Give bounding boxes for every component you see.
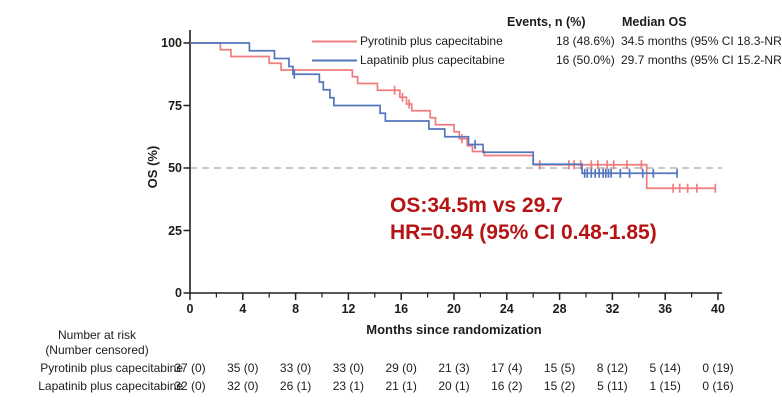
x-tick-label: 0 [186,302,194,316]
km-curve-pyrotinib [190,42,716,190]
risk-count: 35 (0) [227,361,259,375]
risk-count: 15 (5) [543,361,576,375]
y-tick-label: 100 [161,36,182,50]
risk-count: 26 (1) [279,379,312,393]
y-tick-label: 50 [168,161,182,175]
risk-table-subtitle: (Number censored) [45,343,149,357]
x-tick-label: 8 [292,302,300,316]
x-tick-label: 40 [711,302,725,316]
x-tick-label: 16 [394,302,409,316]
legend-series-lapatinib-median: 29.7 months (95% CI 15.2-NR) [621,53,782,67]
y-tick-label: 0 [175,286,182,300]
risk-row-label-pyrotinib: Pyrotinib plus capecitabine [40,361,183,375]
x-axis-title: Months since randomization [366,322,542,337]
x-tick-label: 20 [447,302,461,316]
x-tick-label: 24 [499,302,514,316]
risk-row-label-lapatinib: Lapatinib plus capecitabine [38,379,183,393]
risk-count: 20 (1) [438,379,470,393]
x-tick-label: 36 [658,302,673,316]
legend-series-lapatinib-events: 16 (50.0%) [556,53,615,67]
x-tick-label: 4 [239,302,247,316]
legend-series-lapatinib-label: Lapatinib plus capecitabine [360,53,505,67]
risk-count: 21 (1) [385,379,417,393]
annotation-os-line: OS:34.5m vs 29.7 [390,194,563,217]
x-tick-label: 28 [552,302,567,316]
legend-series-pyrotinib-label: Pyrotinib plus capecitabine [360,34,503,48]
risk-count: 17 (4) [491,361,523,375]
risk-count: 0 (16) [702,379,734,393]
y-tick-label: 75 [168,98,182,113]
risk-count: 8 (12) [596,361,629,375]
km-curve-lapatinib [190,42,678,175]
risk-count: 32 (0) [227,379,259,393]
risk-count: 5 (11) [597,379,628,393]
risk-count: 29 (0) [385,361,417,375]
x-tick-label: 12 [341,302,356,316]
risk-count: 37 (0) [174,361,206,375]
legend-header-events: Events, n (%) [507,15,586,29]
os-hr-annotation: OS:34.5m vs 29.7 HR=0.94 (95% CI 0.48-1.… [390,192,657,246]
risk-count: 32 (0) [174,379,206,393]
risk-count: 33 (0) [332,361,365,375]
risk-count: 0 (19) [702,361,734,375]
risk-count: 5 (14) [649,361,681,375]
risk-count: 21 (3) [438,361,470,375]
legend-series-pyrotinib-median: 34.5 months (95% CI 18.3-NR) [621,34,782,48]
x-tick-label: 32 [605,302,620,316]
risk-count: 1 (15) [649,379,681,393]
risk-table-title: Number at risk [57,328,137,342]
risk-count: 15 (2) [543,379,576,393]
legend-header-median: Median OS [622,15,687,29]
risk-count: 33 (0) [279,361,312,375]
legend-series-pyrotinib-events: 18 (48.6%) [556,34,615,48]
risk-count: 23 (1) [332,379,365,393]
annotation-hr-line: HR=0.94 (95% CI 0.48-1.85) [390,221,657,244]
risk-count: 16 (2) [491,379,523,393]
y-tick-label: 25 [168,223,182,238]
